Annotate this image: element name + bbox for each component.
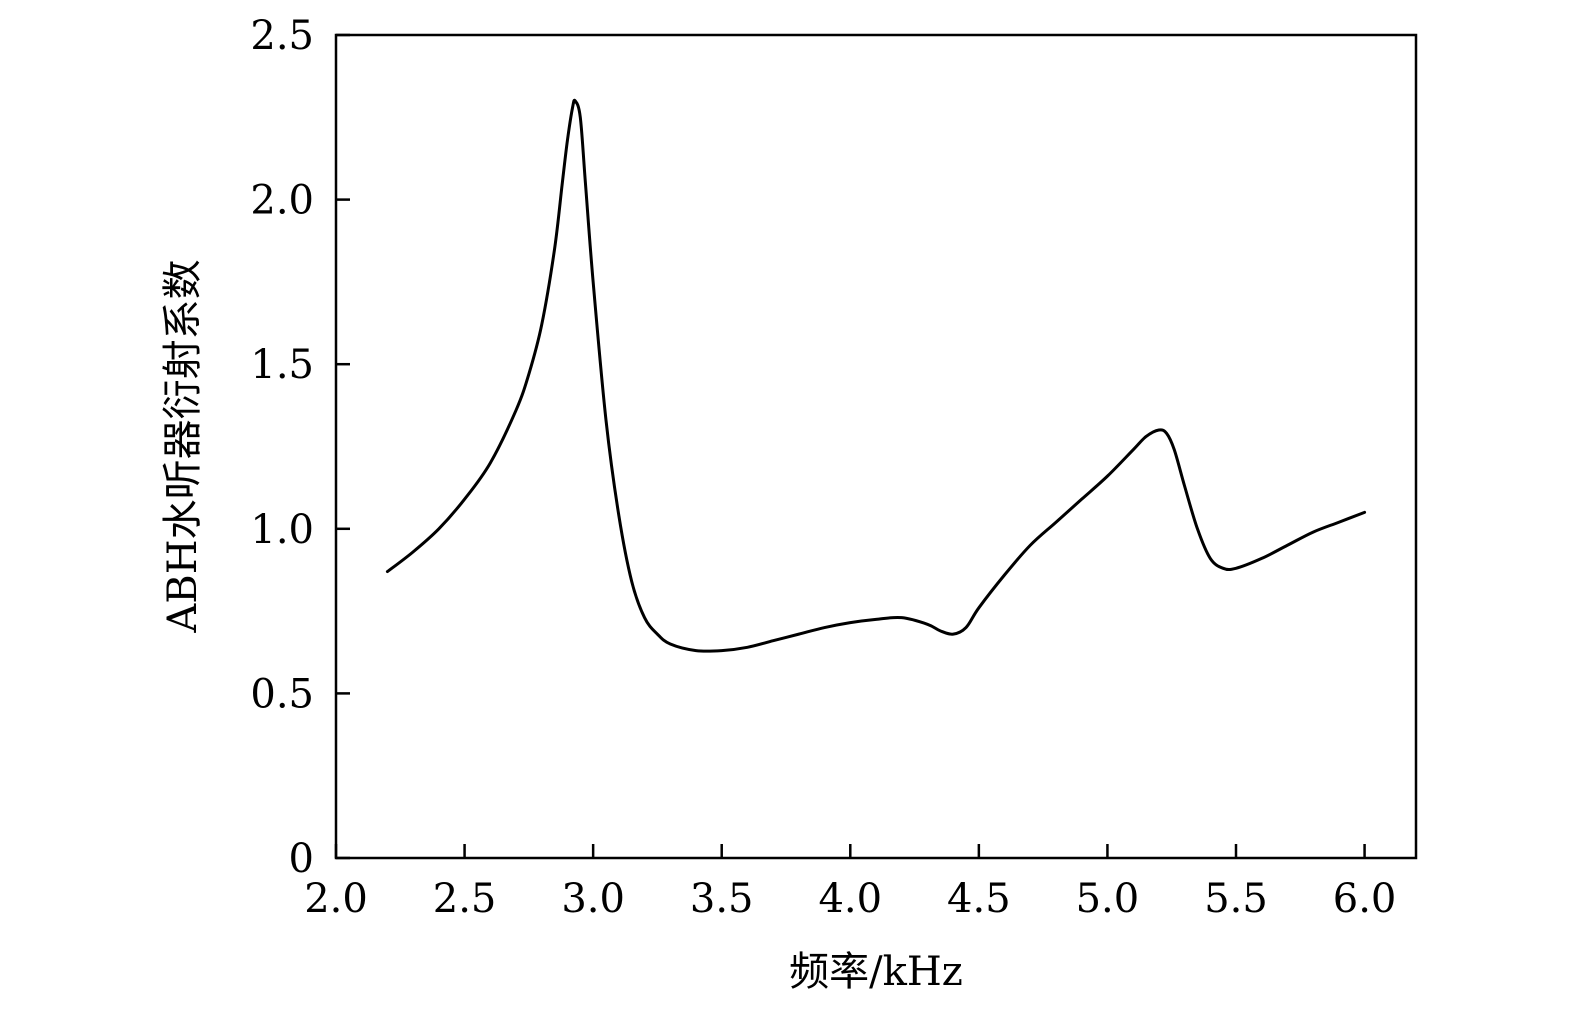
x-axis-label: 频率/kHz bbox=[789, 949, 963, 995]
x-tick-label: 2.5 bbox=[433, 876, 497, 922]
y-tick-label: 0.5 bbox=[250, 671, 314, 717]
y-tick-label: 2.5 bbox=[250, 13, 314, 59]
y-axis-label: ABH水听器衍射系数 bbox=[160, 259, 206, 633]
x-tick-label: 5.0 bbox=[1076, 876, 1140, 922]
y-tick-label: 1.5 bbox=[250, 342, 314, 388]
x-tick-label: 5.5 bbox=[1204, 876, 1268, 922]
y-tick-label: 1.0 bbox=[250, 507, 314, 553]
x-tick-label: 3.5 bbox=[690, 876, 754, 922]
x-tick-label: 3.0 bbox=[561, 876, 625, 922]
x-tick-label: 6.0 bbox=[1333, 876, 1397, 922]
x-tick-label: 2.0 bbox=[304, 876, 368, 922]
series-line bbox=[385, 98, 1367, 653]
y-axis-ticks: 0 0.5 1.0 1.5 2.0 2.5 bbox=[250, 13, 350, 882]
x-tick-label: 4.0 bbox=[818, 876, 882, 922]
x-tick-label: 4.5 bbox=[947, 876, 1011, 922]
y-tick-label: 0 bbox=[289, 836, 314, 882]
x-axis-ticks: 2.0 2.5 3.0 3.5 4.0 4.5 5.0 5.5 6.0 bbox=[304, 844, 1396, 922]
y-tick-label: 2.0 bbox=[250, 178, 314, 224]
plot-frame bbox=[334, 33, 1418, 860]
